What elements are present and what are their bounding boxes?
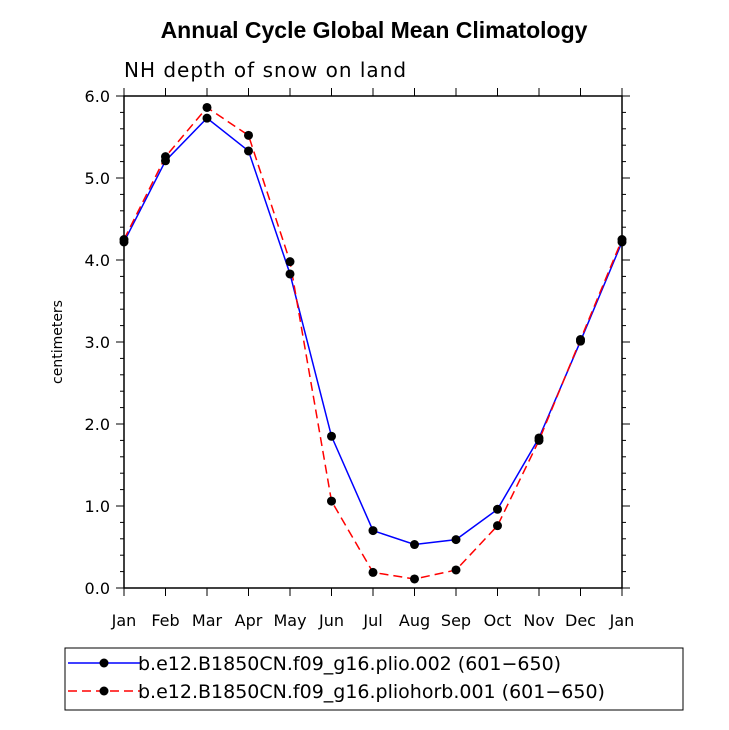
x-tick-label: Apr	[235, 611, 263, 630]
series-2-point	[202, 102, 212, 112]
plot-frame	[123, 95, 623, 589]
series-2-point	[617, 235, 627, 244]
series-line-1	[123, 117, 623, 546]
series-2-point	[285, 257, 295, 267]
chart-title: Annual Cycle Global Mean Climatology	[161, 17, 588, 43]
series-1-point	[410, 540, 419, 550]
x-tick-label: Oct	[484, 611, 512, 630]
y-axis-tick-labels: 0.0 1.0 2.0 3.0 4.0 5.0 6.0	[85, 87, 110, 598]
x-tick-label: Jan	[111, 611, 137, 630]
legend-label-2: b.e12.B1850CN.f09_g16.pliohorb.001 (601−…	[138, 681, 605, 703]
x-tick-label: Sep	[441, 611, 471, 630]
legend-marker-2	[99, 686, 109, 696]
series-2-point	[368, 567, 378, 577]
y-tick-label: 4.0	[85, 251, 110, 270]
y-tick-label: 3.0	[85, 333, 110, 352]
series-2-point	[410, 574, 419, 584]
series-2-point	[161, 152, 170, 162]
series-2-point	[534, 435, 544, 445]
x-tick-label: Aug	[399, 611, 430, 630]
series-2-point	[451, 565, 461, 575]
legend-box	[64, 647, 684, 711]
y-tick-label: 1.0	[85, 497, 110, 516]
series-1-point	[368, 526, 378, 536]
legend-marker-1	[99, 658, 109, 668]
legend: b.e12.B1850CN.f09_g16.plio.002 (601−650)…	[64, 647, 684, 711]
x-tick-label: Jan	[609, 611, 635, 630]
y-axis-label: centimeters	[50, 300, 66, 384]
x-tick-label: Nov	[523, 611, 554, 630]
series-markers	[119, 102, 627, 584]
legend-entries: b.e12.B1850CN.f09_g16.plio.002 (601−650)…	[68, 653, 605, 703]
series-1-point	[244, 146, 253, 156]
series-1-point	[451, 535, 461, 545]
series-lines	[123, 106, 623, 580]
y-tick-label: 5.0	[85, 169, 110, 188]
axis-ticks	[116, 88, 630, 596]
series-1-point	[285, 269, 295, 279]
y-tick-label: 6.0	[85, 87, 110, 106]
x-tick-label: Dec	[565, 611, 596, 630]
x-tick-label: Jun	[318, 611, 344, 630]
x-tick-label: Mar	[192, 611, 223, 630]
series-1-point	[327, 431, 336, 441]
x-axis-tick-labels: Jan Feb Mar Apr May Jun Jul Aug Sep Oct Nov Dec Jan	[111, 611, 635, 630]
series-1-point	[493, 504, 502, 514]
series-2-point	[576, 335, 585, 345]
series-2-point	[244, 130, 253, 140]
x-tick-label: Feb	[151, 611, 179, 630]
series-2-point	[327, 496, 336, 506]
series-line-2	[123, 106, 623, 580]
x-tick-label: Jul	[362, 611, 382, 630]
x-tick-label: May	[273, 611, 306, 630]
legend-label-1: b.e12.B1850CN.f09_g16.plio.002 (601−650)	[138, 653, 561, 675]
series-2-point	[119, 235, 129, 244]
y-tick-label: 2.0	[85, 415, 110, 434]
chart-subtitle: NH depth of snow on land	[124, 58, 407, 82]
y-tick-label: 0.0	[85, 579, 110, 598]
series-2-point	[493, 521, 502, 531]
series-1-point	[202, 113, 212, 123]
